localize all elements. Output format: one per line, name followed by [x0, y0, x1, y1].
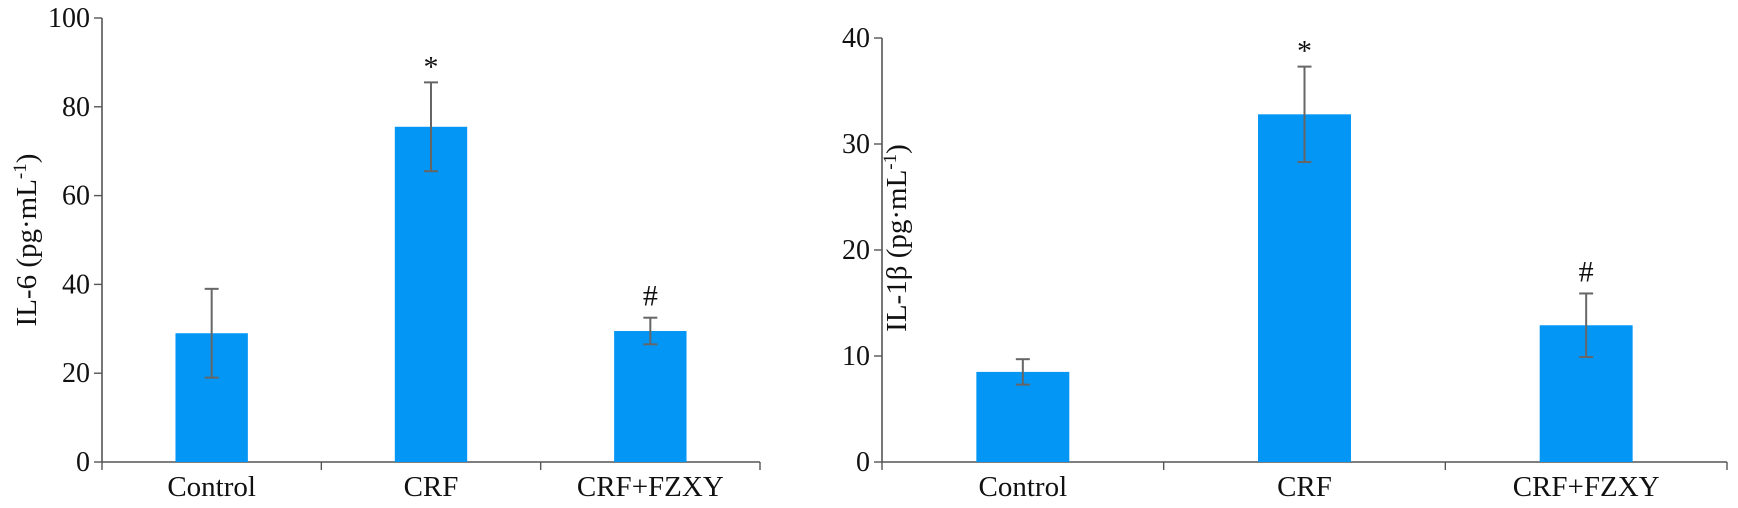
il6-y-tick-label: 60	[62, 181, 90, 212]
il1b-y-tick-label: 40	[842, 23, 870, 54]
il1b-y-tick-label: 30	[842, 129, 870, 160]
il1b-significance-mark-2: #	[1579, 255, 1594, 288]
il1b-category-label-0: Control	[979, 471, 1068, 503]
il1b-y-tick-label: 0	[856, 447, 870, 478]
il6-y-tick-label: 0	[76, 447, 90, 478]
il6-y-tick-label: 100	[48, 3, 90, 34]
il1b-significance-mark-1: *	[1297, 35, 1312, 68]
il1b-y-axis-title-main: IL-1β (pg·mL	[881, 170, 913, 332]
il6-y-tick-label: 40	[62, 269, 90, 300]
il1b-y-tick-label: 20	[842, 235, 870, 266]
il6-chart: IL-6 (pg·mL-1) 0 20 40 60 80 100 Control CRF * CR…	[10, 3, 761, 503]
il6-y-tick-label: 80	[62, 92, 90, 123]
il6-significance-mark-1: *	[424, 50, 439, 83]
il6-significance-mark-2: #	[643, 280, 658, 313]
il6-category-label-1: CRF	[404, 471, 459, 503]
il6-y-axis-title-close: )	[11, 154, 43, 164]
il1b-y-tick-label: 10	[842, 341, 870, 372]
il6-y-axis-title: IL-6 (pg·mL-1)	[10, 154, 43, 327]
il6-category-label-2: CRF+FZXY	[577, 471, 724, 503]
il1b-y-axis-title-close: )	[881, 144, 913, 154]
il6-y-tick-label: 20	[62, 358, 90, 389]
il6-bar-2	[614, 331, 687, 462]
il1b-chart: IL-1β (pg·mL-1) 0 10 20 30 40 Control CRF * CRF+…	[842, 23, 1728, 503]
il6-bar-1	[394, 126, 468, 462]
il1b-bar-1	[1258, 114, 1351, 462]
il1b-bar-0	[976, 371, 1070, 462]
il6-y-axis-title-sup: -1	[10, 163, 31, 179]
il6-category-label-0: Control	[167, 471, 256, 503]
il1b-category-label-2: CRF+FZXY	[1513, 471, 1660, 503]
il6-y-axis-title-main: IL-6 (pg·mL	[11, 179, 43, 326]
il1b-y-axis-title: IL-1β (pg·mL-1)	[880, 144, 913, 332]
il1b-category-label-1: CRF	[1277, 471, 1332, 503]
il1b-y-axis-title-sup: -1	[880, 154, 901, 170]
